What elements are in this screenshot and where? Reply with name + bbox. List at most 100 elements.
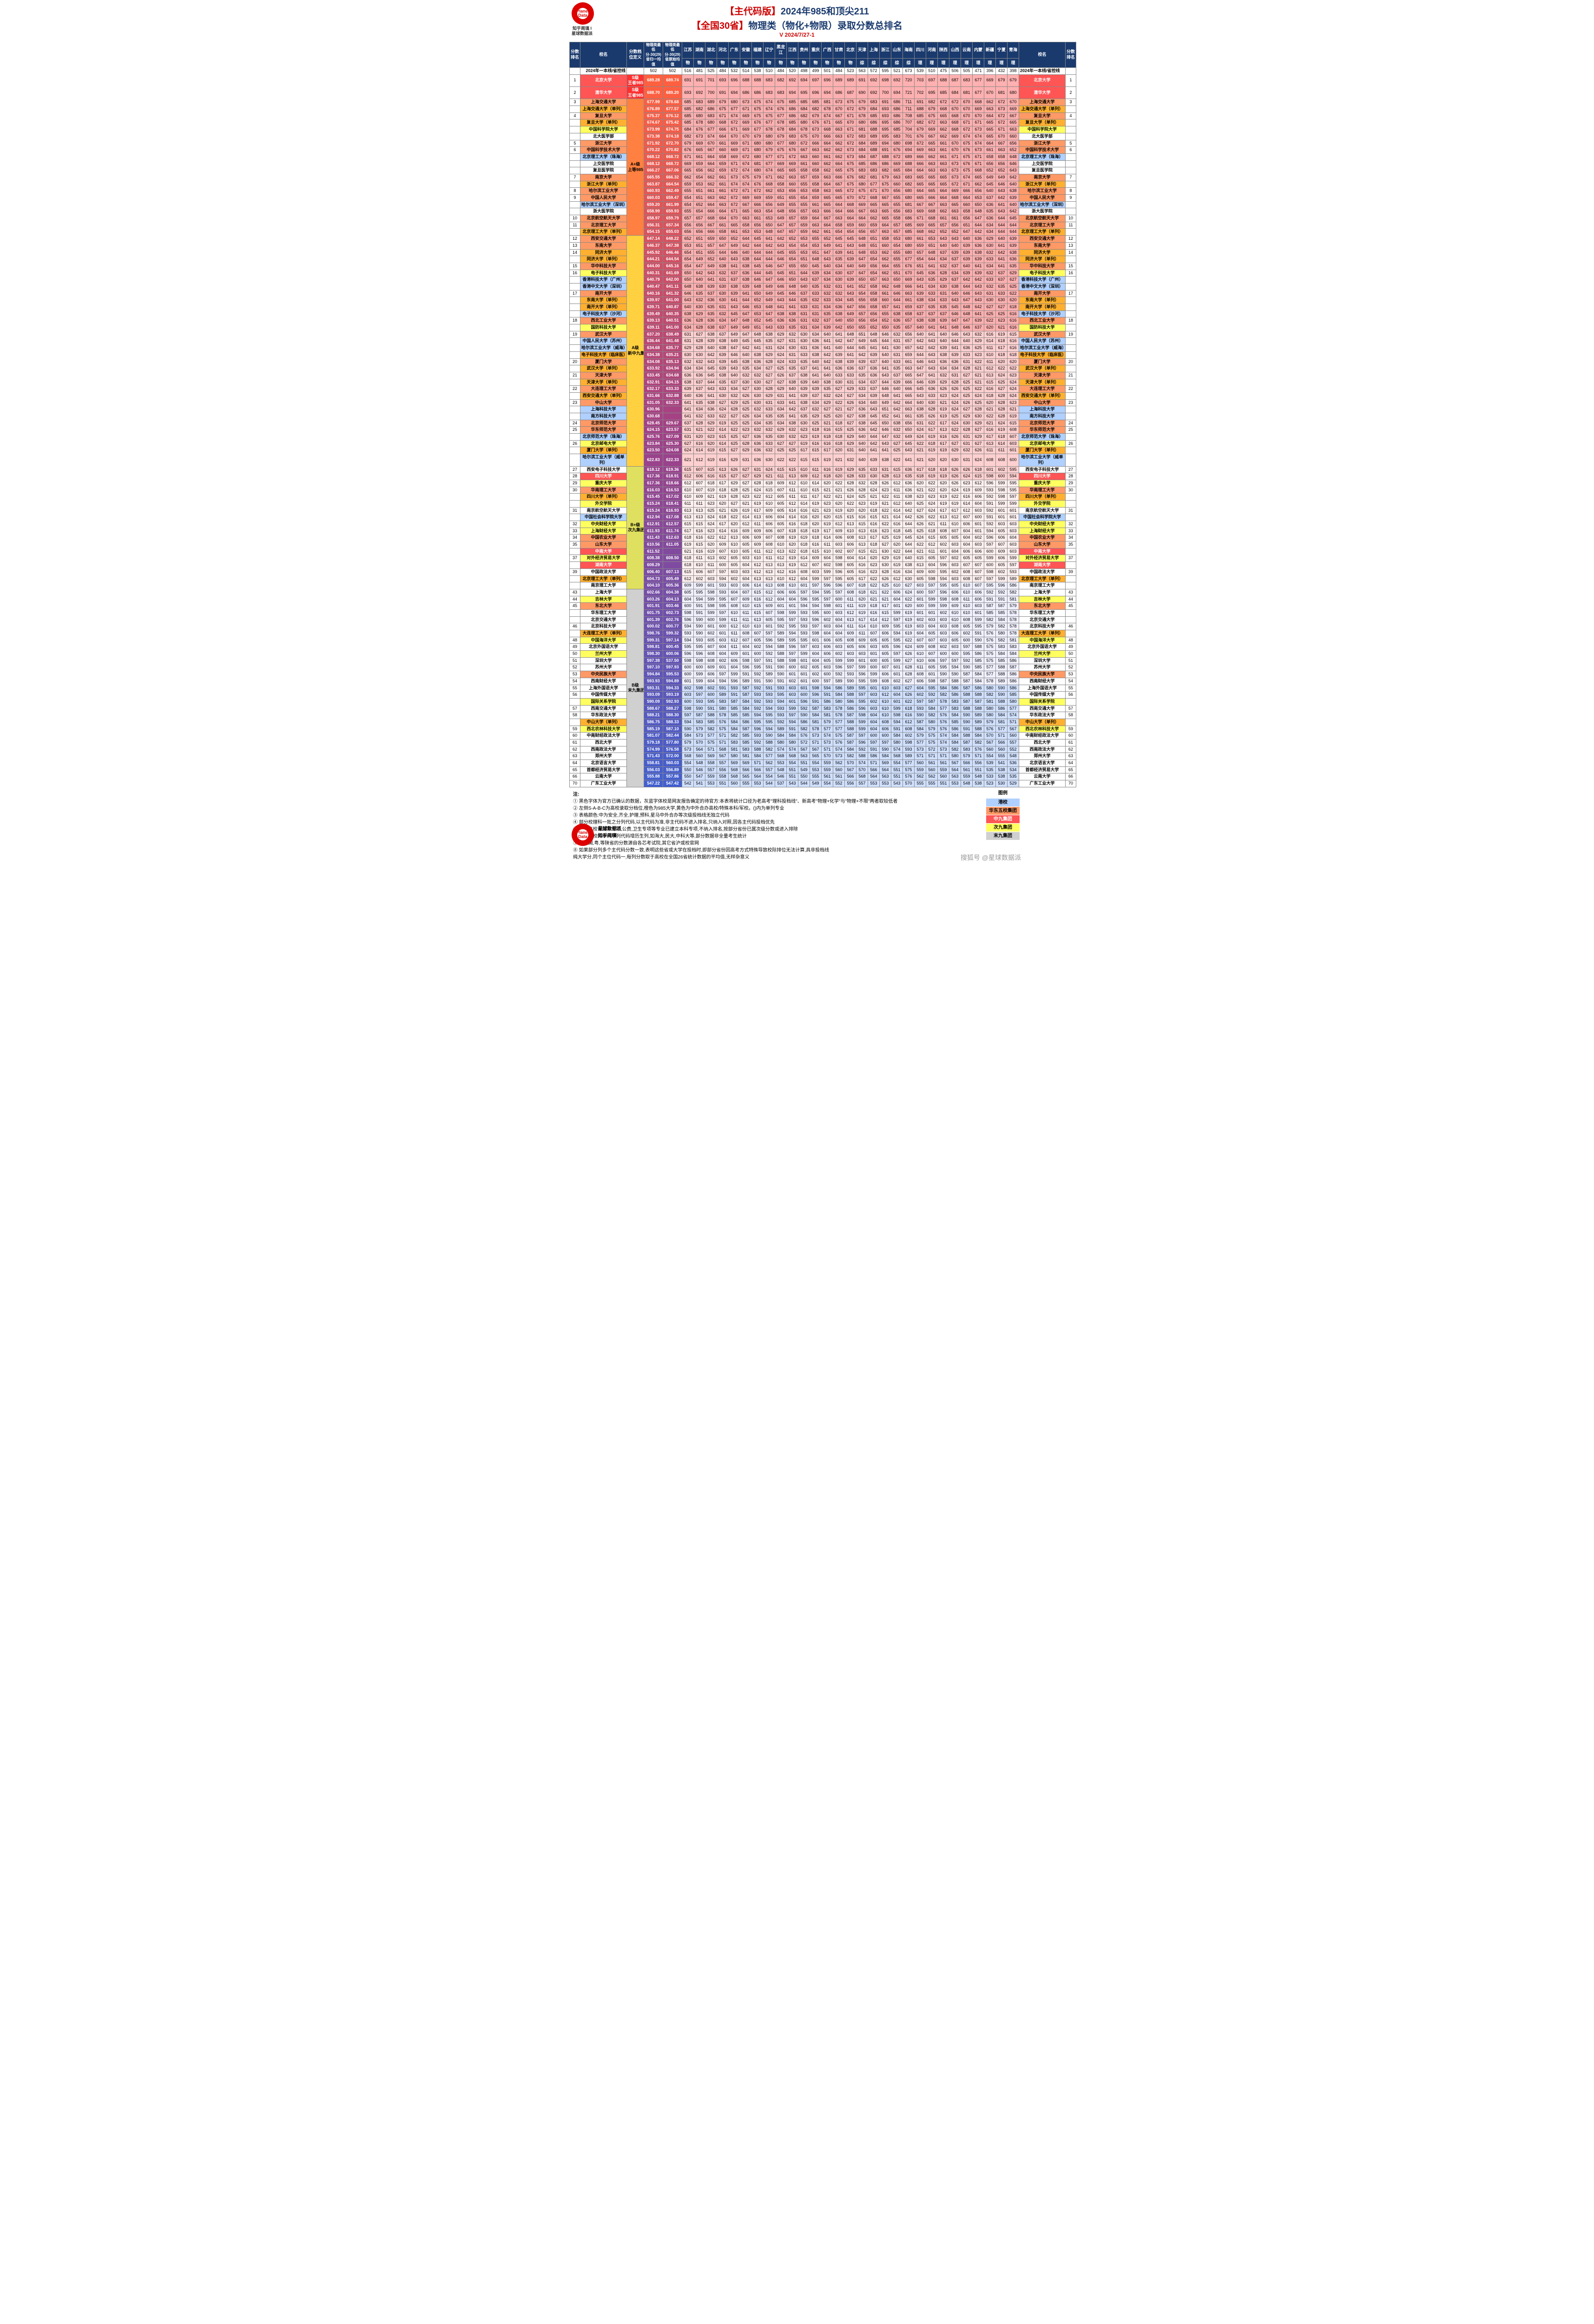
table-row: 13东南大学646.37647.386536516576476496426446…: [570, 242, 1076, 249]
table-row: 65首都经济贸易大学556.03556.89550546557556568566…: [570, 766, 1076, 773]
page-title-2: 【全国30省】物理类（物化+物限）录取分数总排名: [569, 18, 1025, 32]
watermark: 搜狐号 @星球数据派: [961, 853, 1021, 862]
table-row: 南方科技大学630.686416326336226276266346356356…: [570, 413, 1076, 420]
table-row: 35山东大学610.56611.056196156206096106056096…: [570, 541, 1076, 548]
table-row: 58华东政法大学588.21588.3059758758857858558559…: [570, 712, 1076, 719]
ranking-table: 分数排名校名分数档位定义物理类最低分-30(29)省归一均值物理类最低分-30(…: [569, 42, 1076, 787]
table-row: 54西南财经大学593.93594.8960159960459459658959…: [570, 678, 1076, 685]
table-row: 外交学院615.24618.41611611623620627621619610…: [570, 500, 1076, 507]
table-row: 中国人民大学（苏州）636.44641.48631628639638649645…: [570, 338, 1076, 345]
legend-item: 华东五校集团: [986, 807, 1020, 815]
table-row: 46北京科技大学600.02600.7759459060160061261061…: [570, 623, 1076, 630]
table-row: 70广东工业大学547.22547.4254254155355156055555…: [570, 780, 1076, 787]
table-row: 34中国农业大学611.43612.6361861662261261360660…: [570, 535, 1076, 541]
table-row: 26北京邮电大学623.84625.3062761662061462562863…: [570, 440, 1076, 447]
table-row: 45东北大学601.91603.466005915985956086106156…: [570, 603, 1076, 610]
table-row: 20厦门大学634.08635.136326326436396456386366…: [570, 358, 1076, 365]
table-row: 3上海交通大学A+级 上等985677.99678.68685683689679…: [570, 99, 1076, 106]
table-row: 中国社会科学院大学612.94617.086136136246186226146…: [570, 514, 1076, 521]
table-row: 天津大学（单列）632.91634.1563863764463563763063…: [570, 379, 1076, 386]
table-row: 上交医学院668.12668.7266965966465967167468167…: [570, 160, 1076, 167]
table-row: 53中央民族大学594.84595.5360059960659759959159…: [570, 671, 1076, 678]
table-row: 哈尔滨工业大学（威海）634.68635.7762962864063864764…: [570, 345, 1076, 352]
table-row: 29重庆大学617.36618.666126076186176296276286…: [570, 480, 1076, 487]
table-row: 55上海外国语大学593.31594.336025986025915935875…: [570, 685, 1076, 692]
logo-icon: PlanetData: [572, 2, 594, 25]
table-row: 56中国传媒大学593.09593.1960359760058959158759…: [570, 692, 1076, 699]
table-row: 南开大学（单列）639.71640.8764063063563164364665…: [570, 304, 1076, 311]
footer-brand: 星球数据派 知乎周璃: [598, 825, 621, 839]
note-item: ③ 表格颜色:中为安全,齐全,护理,预科,星马中外合办等次级投档线无独立代码: [573, 812, 1021, 819]
table-row: 19武汉大学637.20638.496316276386376496476486…: [570, 331, 1076, 338]
note-item: ② 左侧S-A-B-C为高校录取分档位,橙色为985大学,黄色为中外合办高校/特…: [573, 805, 1021, 812]
notes-section: 注: ① 黑色字体为官方已确认的数据，灰蓝字体校是网友报告确定的待官方:本表将统…: [569, 787, 1025, 865]
table-row: 62西南政法大学574.99576.5857356457156858158358…: [570, 746, 1076, 753]
table-row: 北京理工大学（单列）604.73605.49612602603594602604…: [570, 575, 1076, 582]
legend: 图例 港校华东五校集团中九集团次九集团末九集团: [983, 789, 1022, 841]
table-row: 北京交通大学601.39602.765965906005996116116136…: [570, 616, 1076, 623]
table-row: 5浙江大学671.92672.7067966967066166967168068…: [570, 140, 1076, 147]
table-row: 10北京航空航天大学658.97659.79657657668664670663…: [570, 215, 1076, 222]
table-row: 中国科学院大学673.99674.75684676677666671669677…: [570, 126, 1076, 133]
table-row: 复旦医学院666.27667.0666565666265967267468067…: [570, 167, 1076, 174]
table-row: 50兰州大学598.30600.065965966086046096016005…: [570, 651, 1076, 658]
version-label: V 2024/7/27-1: [569, 32, 1025, 38]
table-row: 南京理工大学604.10605.366095996015936036066146…: [570, 582, 1076, 589]
table-row: 厦门大学（单列）623.50624.0862461461961562762963…: [570, 447, 1076, 454]
table-row: 哈尔滨工业大学（威单列）622.83622.336216126196166296…: [570, 454, 1076, 466]
table-row: 43上海大学B级 末九集团602.66604.38605595598593604…: [570, 589, 1076, 596]
table-row: 32中央财经大学612.91612.5761561562461762061261…: [570, 521, 1076, 528]
table-row: 25华东师范大学624.15623.5763162162261462262363…: [570, 427, 1076, 434]
table-row: 2清华大学S级 王者985688.70689.20693692700691694…: [570, 87, 1076, 99]
legend-item: 港校: [986, 799, 1020, 806]
table-row: 66云南大学555.88557.865505475595585685655645…: [570, 773, 1076, 780]
table-row: 北京理工大学（单列）654.15655.03656656666658661653…: [570, 229, 1076, 236]
table-row: 上海交通大学（单列）676.89677.57685682686675677671…: [570, 106, 1076, 113]
table-row: 1北京大学S级 王者985689.28689.74691691701693696…: [570, 74, 1076, 86]
table-row: 大连理工大学（单列）598.76599.32593590602601611608…: [570, 630, 1076, 637]
table-row: 同济大学（单列）644.21644.5465464965264064363864…: [570, 256, 1076, 263]
table-row: 57西南交通大学588.67588.2759859059158058558459…: [570, 705, 1076, 712]
note-item: 纯大学分,同个主位代码一,每列分数取于高校在全国26省统计数据的平均值,无样杂意…: [573, 854, 1021, 861]
table-row: 23中山大学631.05632.336416356386276296256306…: [570, 399, 1076, 406]
legend-item: 次九集团: [986, 824, 1020, 832]
table-row: 9中国人民大学660.03659.47654651663662672669669…: [570, 195, 1076, 202]
table-row: 49北京外国语大学598.81600.455955956076046116046…: [570, 644, 1076, 651]
table-row: 哈尔滨工业大学（深圳）659.20661.9965465266466367266…: [570, 201, 1076, 208]
logo-subtitle: 知乎周璃 I星球数据派: [572, 26, 593, 36]
table-row: 14同济大学645.92646.466546516556446466406446…: [570, 249, 1076, 256]
note-item: ⑦ 江浙闽,粤,等陕省的分数源自各芯考试院,其它省沪或校官网: [573, 840, 1021, 847]
note-item: ① 黑色字体为官方已确认的数据，灰蓝字体校是网友报告确定的待官方:本表将统计口径…: [573, 798, 1021, 805]
table-row: 52苏州大学597.10597.936006006096016045965955…: [570, 664, 1076, 671]
table-row: 北大医学部673.38674.1868267367466467067067968…: [570, 133, 1076, 140]
table-row: 37对外经济贸易大学608.38608.50618611613602605603…: [570, 555, 1076, 562]
table-row: 51深圳大学597.38537.505985986086026065985975…: [570, 657, 1076, 664]
table-row: 北京师范大学（珠海）625.76627.09631620623615625627…: [570, 434, 1076, 441]
note-item: ⑥ 部分院校的本科序列代码增历生列,如海大,民大,中科大等,部分数据非全量考生统…: [573, 833, 1021, 840]
table-row: 国际关系学院590.09592.936005935955835875845925…: [570, 698, 1076, 705]
table-row: 四川大学（单列）615.45617.0261060962161962862362…: [570, 494, 1076, 501]
note-item: ④ 部分校理科一批之分列代码,以主代码为准,非主代码不进入排名,只纳入对照,因各…: [573, 819, 1021, 826]
table-row: 西安交通大学（单列）631.66632.88640636641630632626…: [570, 392, 1076, 399]
table-row: 24北京师范大学628.45629.6763762862961962562563…: [570, 420, 1076, 427]
table-row: 华东理工大学601.75602.735985915995976106116156…: [570, 609, 1076, 616]
table-row: 27西安电子科技大学B+级 次九集团618.12619.366156076156…: [570, 466, 1076, 473]
table-row: 39中国政法大学606.40607.1361560660759760360361…: [570, 568, 1076, 575]
table-row: 63郑州大学571.43572.005685605695675805815845…: [570, 753, 1076, 760]
table-row: 浙江大学（单列）663.87664.5465965366266167467467…: [570, 181, 1076, 188]
page-title-1: 【主代码版】2024年985和顶尖211: [569, 4, 1025, 17]
table-row: 4复旦大学675.37676.1268568068367167466967567…: [570, 112, 1076, 119]
table-row: 8哈尔滨工业大学660.93662.4965565166166167267167…: [570, 188, 1076, 195]
table-row: 28四川大学617.36618.916126066166156276276296…: [570, 473, 1076, 480]
table-row: 中南大学611.52621616619607610605611612613622…: [570, 548, 1076, 555]
table-row: 12西安交通大学A级 新中九集团647.14648.22652651659650…: [570, 236, 1076, 243]
table-row: 国防科技大学639.11641.006346286386376496496516…: [570, 324, 1076, 331]
table-row: 浙大医学院658.99659.9365565466666467166566365…: [570, 208, 1076, 215]
table-row: 31南京航空航天大学615.24616.93613613625621626619…: [570, 507, 1076, 514]
table-row: 6中国科学技术大学670.22670.826766656676606696716…: [570, 147, 1076, 154]
table-row: 上海科技大学630.966416346366246286256326336346…: [570, 406, 1076, 413]
table-row: 武汉大学（单列）633.92634.9463463464563964363563…: [570, 365, 1076, 372]
table-row: 18西北工业大学639.13640.5163662863663464764865…: [570, 317, 1076, 324]
table-row: 电子科技大学（临床医）634.38635.2163063064263964664…: [570, 351, 1076, 358]
table-row: 44吉林大学603.26604.136045945995956076096166…: [570, 596, 1076, 603]
